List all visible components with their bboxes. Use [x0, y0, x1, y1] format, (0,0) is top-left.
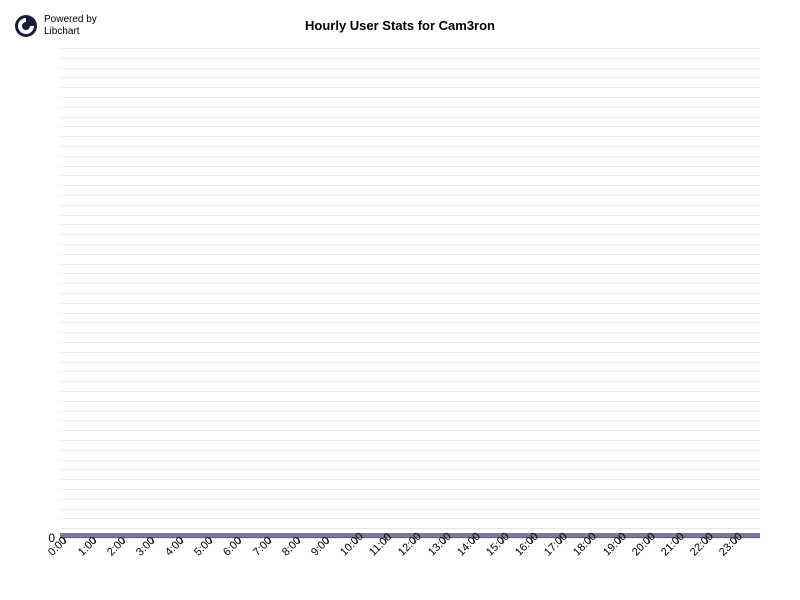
chart-title: Hourly User Stats for Cam3ron	[305, 18, 495, 33]
gridline	[60, 283, 760, 284]
gridline	[60, 166, 760, 167]
gridline	[60, 303, 760, 304]
grid-background	[60, 48, 760, 537]
gridline	[60, 205, 760, 206]
gridline	[60, 322, 760, 323]
gridline	[60, 195, 760, 196]
gridline	[60, 117, 760, 118]
gridline	[60, 469, 760, 470]
gridline	[60, 254, 760, 255]
gridline	[60, 460, 760, 461]
gridline	[60, 107, 760, 108]
gridline	[60, 332, 760, 333]
logo-text: Powered by Libchart	[44, 14, 97, 38]
gridline	[60, 234, 760, 235]
gridline	[60, 499, 760, 500]
gridline	[60, 273, 760, 274]
gridline	[60, 509, 760, 510]
gridline	[60, 68, 760, 69]
gridline	[60, 401, 760, 402]
gridline	[60, 411, 760, 412]
gridline	[60, 136, 760, 137]
gridline	[60, 440, 760, 441]
gridline	[60, 352, 760, 353]
gridline	[60, 313, 760, 314]
gridline	[60, 146, 760, 147]
gridline	[60, 264, 760, 265]
gridline	[60, 48, 760, 49]
gridline	[60, 224, 760, 225]
gridline	[60, 244, 760, 245]
libchart-logo-icon	[14, 14, 38, 38]
gridline	[60, 77, 760, 78]
gridline	[60, 479, 760, 480]
gridline	[60, 97, 760, 98]
gridline	[60, 381, 760, 382]
gridline	[60, 58, 760, 59]
gridline	[60, 528, 760, 529]
gridline	[60, 489, 760, 490]
gridline	[60, 450, 760, 451]
gridline	[60, 156, 760, 157]
gridline	[60, 126, 760, 127]
gridline	[60, 87, 760, 88]
gridline	[60, 430, 760, 431]
logo-area: Powered by Libchart	[14, 14, 97, 38]
gridline	[60, 518, 760, 519]
gridline	[60, 175, 760, 176]
gridline	[60, 371, 760, 372]
gridline	[60, 185, 760, 186]
gridline	[60, 342, 760, 343]
gridline	[60, 420, 760, 421]
gridline	[60, 362, 760, 363]
gridline	[60, 391, 760, 392]
gridline	[60, 293, 760, 294]
plot-area	[60, 48, 760, 538]
gridline	[60, 215, 760, 216]
